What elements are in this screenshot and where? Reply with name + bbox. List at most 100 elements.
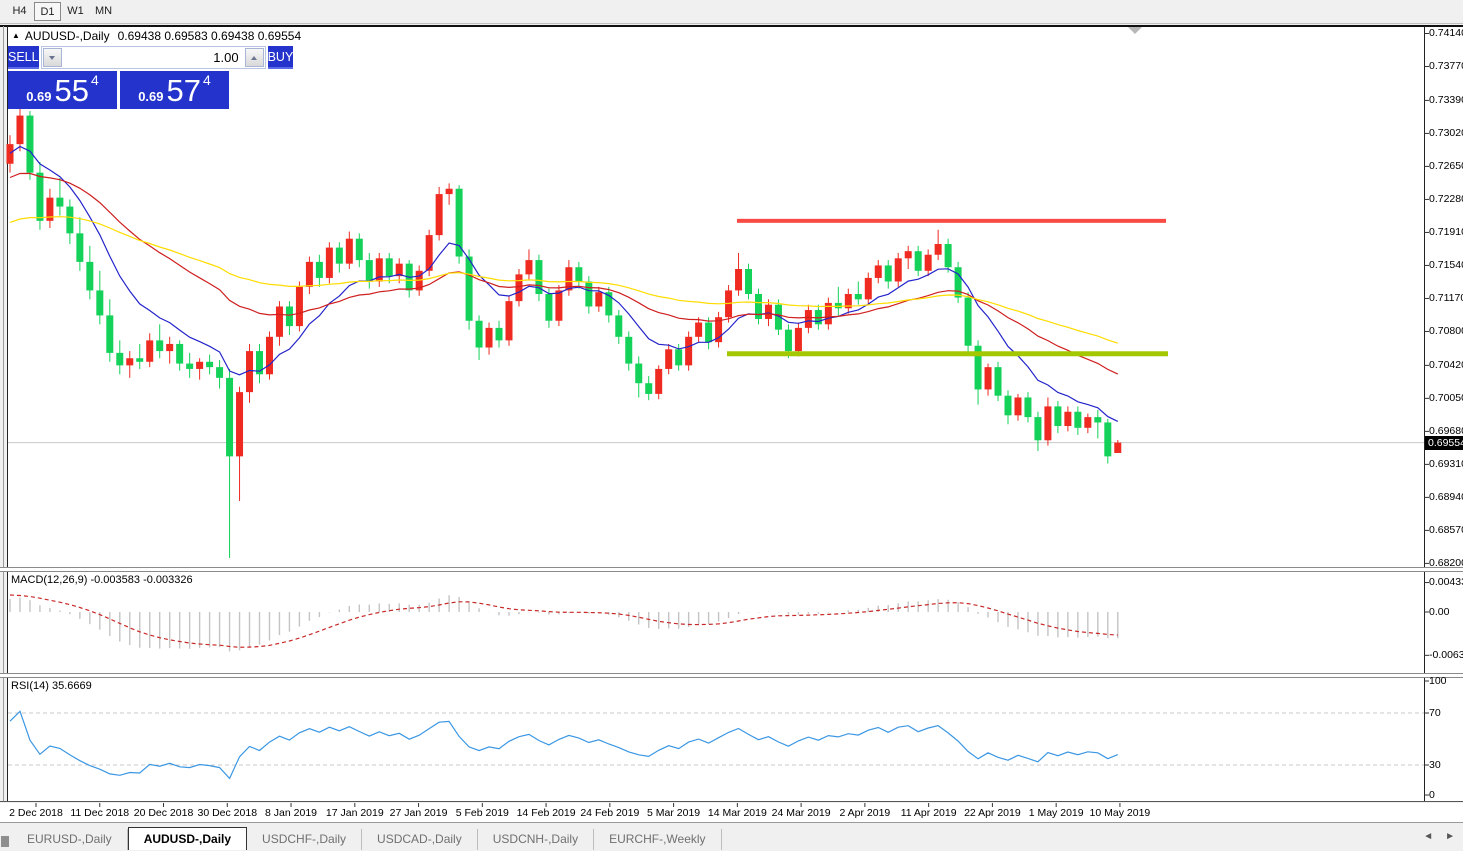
date-axis-label: 2 Apr 2019: [839, 807, 891, 819]
chart-title: ▲ AUDUSD-,Daily 0.69438 0.69583 0.69438 0.…: [12, 29, 301, 43]
chart-window-top-border: [0, 25, 1463, 27]
chart-window-left-border: [7, 26, 8, 802]
tab-audusd-daily[interactable]: AUDUSD-,Daily: [127, 827, 248, 850]
axis-label: 0.71170: [1429, 291, 1463, 304]
buy-price-box[interactable]: 0.69 57 4: [120, 71, 229, 109]
tab-scroll-right-icon[interactable]: ►: [1445, 831, 1455, 842]
axis-label: -0.006373: [1429, 648, 1463, 661]
tab-eurusd-daily[interactable]: EURUSD-,Daily: [12, 829, 128, 850]
timeframe-button-mn[interactable]: MN: [94, 5, 113, 17]
buy-price-pip: 4: [203, 72, 211, 88]
chart-ohlc-values: 0.69438 0.69583 0.69438 0.69554: [117, 29, 302, 43]
tab-scroller: ◄ ►: [1423, 831, 1455, 842]
trendlines-layer: [727, 218, 1168, 357]
axis-label: 0.004331: [1429, 576, 1463, 589]
date-axis-label: 14 Feb 2019: [516, 807, 576, 819]
candles-layer: [6, 108, 1122, 559]
price-axis-line: [1424, 26, 1425, 802]
tab-usdcnh-daily[interactable]: USDCNH-,Daily: [478, 829, 595, 850]
time-axis[interactable]: 2 Dec 2018 11 Dec 2018 20 Dec 2018 30 Dec 2…: [0, 803, 1463, 822]
timeframe-button-d1[interactable]: D1: [34, 2, 61, 21]
sell-price-big: 55: [54, 73, 89, 108]
volume-decrease-button[interactable]: [42, 48, 62, 67]
date-axis-label: 1 May 2019: [1028, 807, 1084, 819]
pane-splitter[interactable]: [0, 568, 1463, 571]
volume-increase-button[interactable]: [244, 48, 264, 67]
timeframe-toolbar: H4 D1 W1 MN: [0, 0, 1463, 23]
date-axis-label: 11 Dec 2018: [70, 807, 130, 819]
rsi-layer: [8, 710, 1424, 780]
sell-price-prefix: 0.69: [26, 89, 52, 104]
date-axis-label: 11 Apr 2019: [900, 807, 957, 819]
date-axis-label: 5 Mar 2019: [647, 807, 701, 819]
tabbar-top-border: [0, 822, 1463, 823]
sell-button[interactable]: SELL: [8, 46, 39, 69]
chart-shift-marker[interactable]: [1128, 27, 1142, 34]
buy-button[interactable]: BUY: [267, 46, 294, 69]
sell-price-box[interactable]: 0.69 55 4: [8, 71, 117, 109]
collapse-chart-icon[interactable]: ▲: [12, 31, 20, 40]
axis-label: 70: [1429, 706, 1441, 719]
tab-scroll-left-icon[interactable]: ◄: [1423, 831, 1434, 842]
tab-usdchf-daily[interactable]: USDCHF-,Daily: [247, 829, 363, 850]
date-axis-label: 22 Apr 2019: [964, 807, 1021, 819]
chart-bottom-border: [0, 801, 1463, 802]
axis-label: 0.00: [1429, 605, 1450, 618]
chart-tab-bar: EURUSD-,Daily AUDUSD-,Daily USDCHF-,Daily U…: [0, 823, 1463, 851]
rsi-indicator-label: RSI(14) 35.6669: [11, 680, 92, 692]
macd-indicator-label: MACD(12,26,9) -0.003583 -0.003326: [11, 574, 193, 586]
volume-control: [40, 46, 266, 69]
chart-background[interactable]: [8, 27, 1463, 802]
date-axis-label: 10 May 2019: [1089, 807, 1151, 819]
pane-splitter-line: [0, 571, 1463, 572]
tab-eurchf-weekly[interactable]: EURCHF-,Weekly: [594, 829, 722, 850]
macd-layer: [9, 594, 1119, 652]
timeframe-button-w1[interactable]: W1: [67, 5, 84, 17]
volume-input[interactable]: [62, 48, 244, 67]
bid-price-tag: 0.69554: [1425, 435, 1463, 450]
date-axis-label: 8 Jan 2019: [265, 807, 318, 819]
axis-label: 0: [1429, 788, 1435, 801]
date-axis-label: 27 Jan 2019: [389, 807, 448, 819]
date-axis-label: 14 Mar 2019: [707, 807, 767, 819]
pane-splitter-line: [0, 677, 1463, 678]
axis-label: 30: [1429, 758, 1441, 771]
toolbar-separator: [0, 23, 1463, 24]
date-axis-label: 2 Dec 2018: [9, 807, 63, 819]
date-axis-label: 24 Mar 2019: [771, 807, 831, 819]
tab-usdcad-daily[interactable]: USDCAD-,Daily: [362, 829, 478, 850]
axis-label: 100: [1429, 674, 1447, 687]
buy-price-prefix: 0.69: [138, 89, 164, 104]
buy-price-big: 57: [166, 73, 201, 108]
pane-splitter-line: [0, 673, 1463, 674]
date-axis-label: 30 Dec 2018: [197, 807, 258, 819]
date-axis-label: 24 Feb 2019: [580, 807, 640, 819]
chart-symbol-label: AUDUSD-,Daily: [24, 29, 110, 43]
moving-averages-layer: [9, 145, 1119, 422]
date-axis-label: 20 Dec 2018: [133, 807, 194, 819]
chart-tabs: EURUSD-,Daily AUDUSD-,Daily USDCHF-,Daily U…: [12, 826, 722, 850]
timeframe-button-h4[interactable]: H4: [12, 5, 27, 17]
pane-splitter[interactable]: [0, 674, 1463, 677]
chevron-up-icon: [251, 55, 258, 60]
sell-price-pip: 4: [91, 72, 99, 88]
chart-window-outer-border: [3, 26, 4, 802]
